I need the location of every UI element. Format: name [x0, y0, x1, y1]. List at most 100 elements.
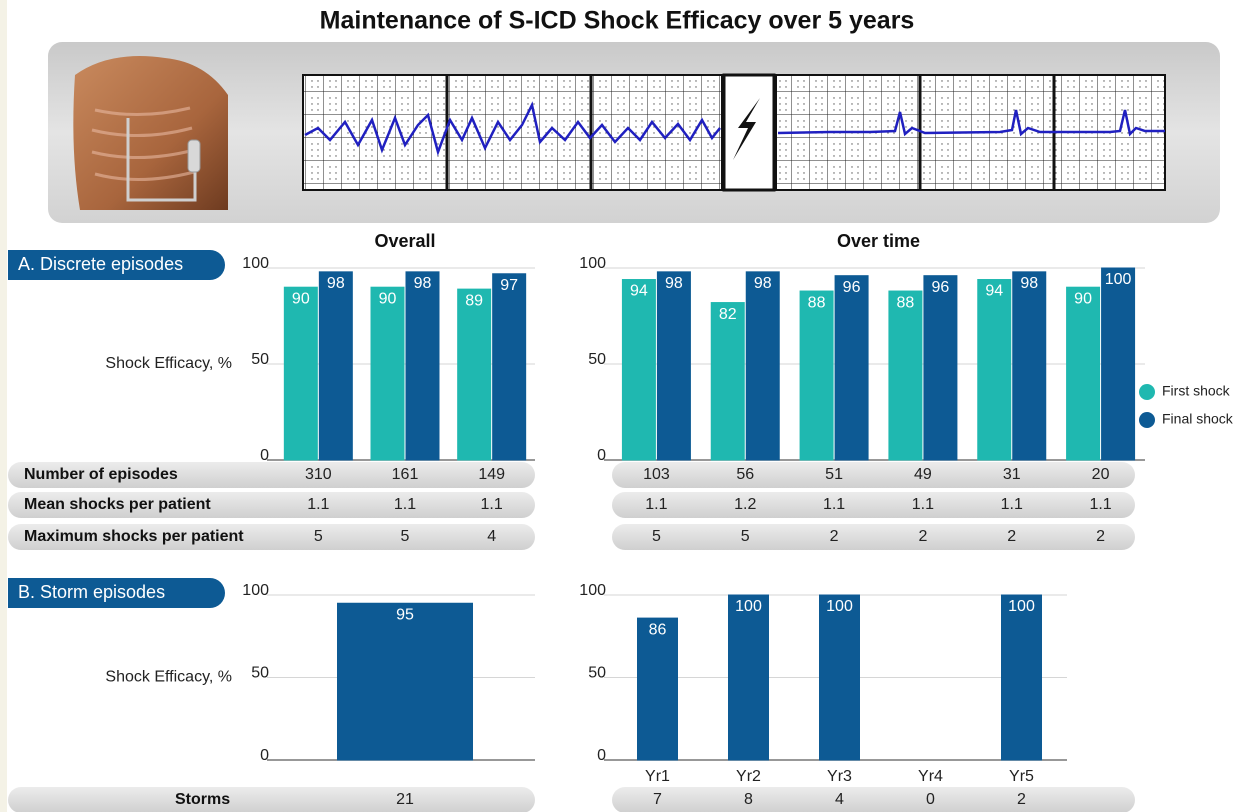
- ecg-strip: [302, 73, 1166, 192]
- x-tick-label: Yr2: [736, 768, 761, 785]
- value-label: 94: [985, 283, 1003, 300]
- y-tick-label: 50: [251, 665, 269, 682]
- table-cell: 49: [914, 466, 932, 483]
- section-pill: [8, 250, 225, 280]
- value-label: 98: [665, 275, 683, 292]
- value-label: 90: [379, 290, 397, 307]
- y-tick-label: 0: [260, 447, 269, 464]
- page-title: Maintenance of S-ICD Shock Efficacy over…: [320, 7, 915, 35]
- bar: [621, 279, 656, 461]
- table-cell: 1.1: [481, 496, 503, 513]
- y-tick-label: 0: [597, 747, 606, 764]
- value-label: 88: [808, 294, 826, 311]
- value-label: 95: [396, 606, 414, 623]
- table-cell: 0: [926, 791, 935, 808]
- table-cell: 1.1: [307, 496, 329, 513]
- bar: [799, 290, 834, 461]
- legend-label: Final shock: [1162, 411, 1234, 427]
- table-row-label: Mean shocks per patient: [24, 496, 211, 513]
- value-label: 88: [897, 294, 915, 311]
- table-cell: 1.1: [1001, 496, 1023, 513]
- table-cell: 161: [392, 466, 419, 483]
- table-cell: 56: [736, 466, 754, 483]
- table-row-background: [612, 524, 1135, 550]
- y-tick-label: 0: [260, 747, 269, 764]
- bar: [337, 602, 473, 761]
- table-row-background: [612, 787, 1135, 812]
- bar: [318, 271, 353, 461]
- table-cell: 1.1: [823, 496, 845, 513]
- y-tick-label: 0: [597, 447, 606, 464]
- table-row-background: [8, 462, 535, 488]
- table-cell: 20: [1092, 466, 1110, 483]
- table-cell: 5: [401, 528, 410, 545]
- bar: [492, 273, 527, 461]
- value-label: 94: [630, 283, 648, 300]
- bar: [819, 594, 860, 761]
- value-label: 89: [465, 292, 483, 309]
- value-label: 100: [735, 598, 762, 615]
- bar: [1001, 594, 1042, 761]
- table-cell: 2: [918, 528, 927, 545]
- table-row-label: Storms: [175, 791, 230, 808]
- value-label: 100: [1008, 598, 1035, 615]
- value-label: 98: [754, 275, 772, 292]
- bar: [370, 286, 405, 461]
- table-cell: 1.1: [912, 496, 934, 513]
- table-cell: 4: [835, 791, 844, 808]
- table-row-background: [8, 787, 535, 812]
- table-row-label: Number of episodes: [24, 466, 178, 483]
- bar: [977, 279, 1012, 461]
- value-label: 90: [292, 290, 310, 307]
- table-cell: 4: [487, 528, 496, 545]
- value-label: 98: [414, 275, 432, 292]
- table-row-label: Maximum shocks per patient: [24, 528, 244, 545]
- bar: [1012, 271, 1047, 461]
- table-cell: 5: [741, 528, 750, 545]
- table-cell: 2: [1096, 528, 1105, 545]
- value-label: 82: [719, 306, 737, 323]
- bar: [656, 271, 691, 461]
- table-cell: 1.1: [645, 496, 667, 513]
- table-cell: 7: [653, 791, 662, 808]
- table-cell: 8: [744, 791, 753, 808]
- bar: [834, 275, 869, 461]
- value-label: 90: [1074, 290, 1092, 307]
- y-axis-label: Shock Efficacy, %: [105, 355, 232, 372]
- bar: [888, 290, 923, 461]
- table-cell: 5: [652, 528, 661, 545]
- legend-swatch: [1139, 384, 1155, 400]
- bar: [1101, 267, 1136, 461]
- value-label: 86: [649, 621, 667, 638]
- table-cell: 310: [305, 466, 332, 483]
- value-label: 96: [843, 279, 861, 296]
- y-tick-label: 50: [251, 351, 269, 368]
- value-label: 98: [327, 275, 345, 292]
- table-cell: 5: [314, 528, 323, 545]
- bar: [728, 594, 769, 761]
- bar: [745, 271, 780, 461]
- table-cell: 2: [1017, 791, 1026, 808]
- table-cell: 2: [830, 528, 839, 545]
- value-label: 100: [826, 598, 853, 615]
- table-row-background: [612, 462, 1135, 488]
- torso-illustration: [73, 56, 228, 210]
- bar: [405, 271, 440, 461]
- y-tick-label: 50: [588, 665, 606, 682]
- y-tick-label: 100: [579, 582, 606, 599]
- table-cell: 2: [1007, 528, 1016, 545]
- value-label: 100: [1105, 271, 1132, 288]
- bar: [283, 286, 318, 461]
- y-tick-label: 100: [579, 255, 606, 272]
- x-tick-label: Yr1: [645, 768, 670, 785]
- legend-label: First shock: [1162, 383, 1231, 399]
- value-label: 96: [932, 279, 950, 296]
- section-label: A. Discrete episodes: [18, 254, 183, 274]
- table-row-background: [8, 524, 535, 550]
- bar: [637, 617, 678, 761]
- value-label: 98: [1020, 275, 1038, 292]
- bar: [1066, 286, 1101, 461]
- table-cell: 31: [1003, 466, 1021, 483]
